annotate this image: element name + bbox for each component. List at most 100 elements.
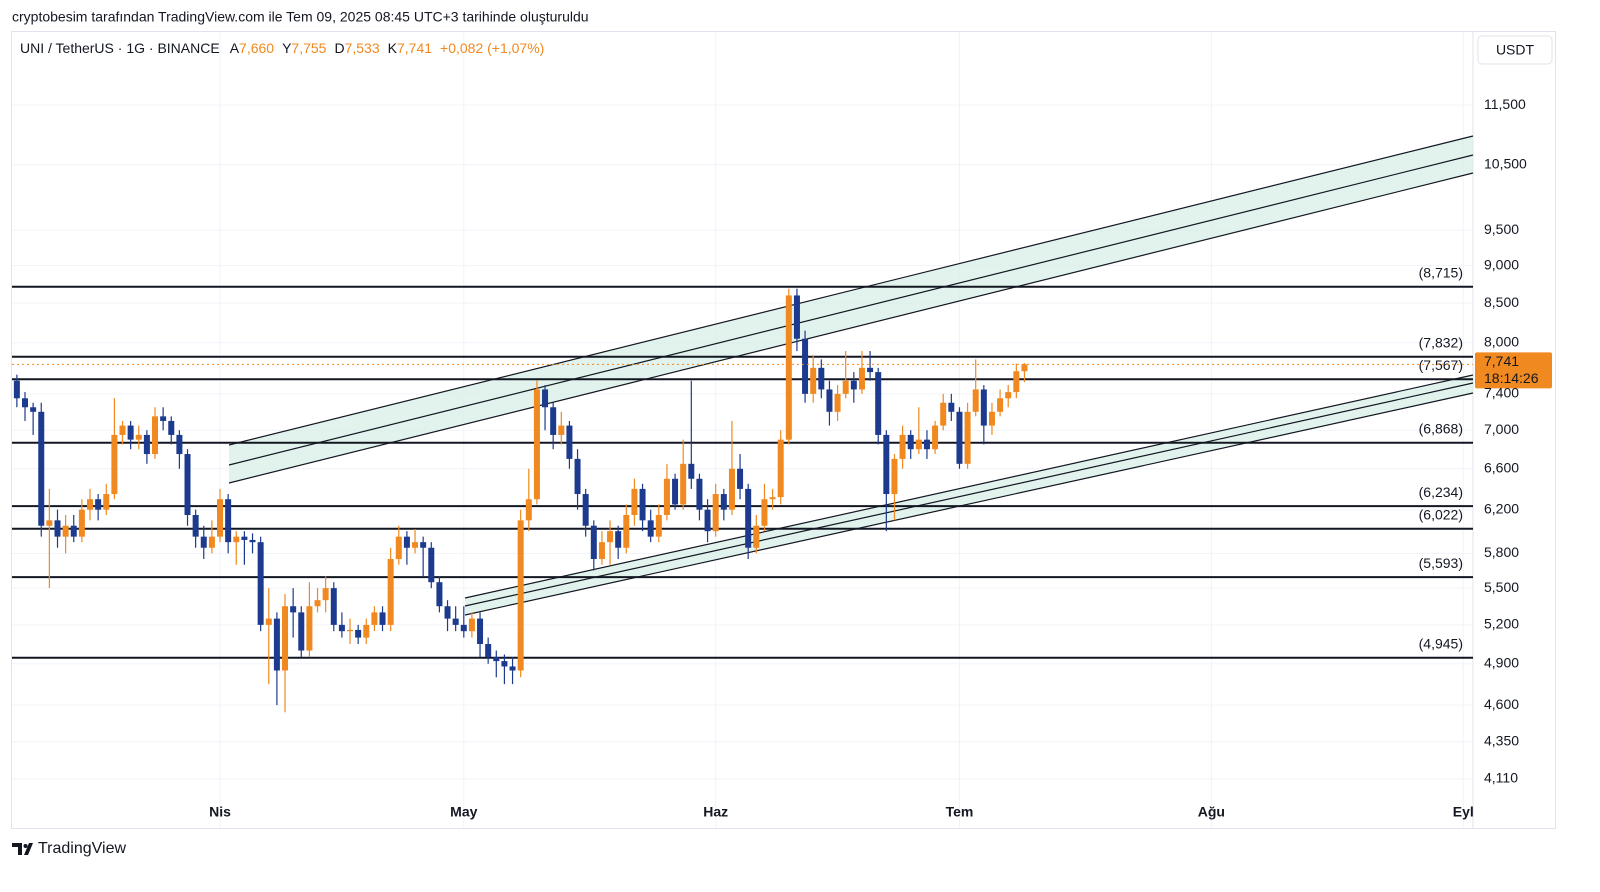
candle-body (525, 499, 532, 521)
candle-body (208, 536, 215, 548)
candle-body (22, 398, 29, 408)
candle-body (566, 425, 573, 459)
x-tick-label: Eyl (1453, 804, 1474, 820)
candle-body (420, 542, 427, 548)
candle-body (1021, 364, 1028, 372)
candle-body (745, 488, 752, 548)
candle-body (550, 407, 557, 435)
caption: cryptobesim tarafından TradingView.com i… (12, 9, 589, 25)
header-value: 7,755 (291, 40, 326, 56)
candle-body (818, 367, 825, 390)
candle-body (298, 612, 305, 651)
price-badge (1475, 352, 1552, 389)
candle-body (13, 380, 20, 399)
candle-body (395, 536, 402, 560)
candle-body (639, 488, 646, 521)
y-tick-label: 4,350 (1484, 732, 1519, 748)
level-label: (8,715) (1419, 264, 1463, 280)
symbol: UNI / TetherUS · 1G · BINANCE (20, 40, 220, 56)
brand-logo (12, 843, 33, 855)
candle-body (152, 416, 159, 455)
candle-body (111, 434, 118, 495)
candle-body (135, 434, 142, 440)
candle-body (265, 618, 272, 625)
candle-body (704, 509, 711, 532)
candle-body (363, 624, 370, 638)
y-tick-label: 5,800 (1484, 544, 1519, 560)
y-tick-label: 4,110 (1484, 770, 1518, 786)
header-value: 7,741 (397, 40, 432, 56)
candle-body (192, 514, 199, 537)
candle-body (607, 531, 614, 543)
level-label: (6,022) (1419, 506, 1463, 522)
candle-body (412, 542, 419, 548)
candle-body (485, 644, 492, 658)
candle-body (70, 525, 77, 537)
candle-body (477, 618, 484, 645)
candle-body (143, 434, 150, 455)
candle-body (793, 295, 800, 339)
candle-body (38, 411, 45, 526)
y-tick-label: 6,200 (1484, 500, 1519, 516)
channel-line (228, 154, 1474, 466)
frame (11, 31, 1556, 829)
y-tick-label: 5,200 (1484, 616, 1519, 632)
candle-body (590, 525, 597, 560)
y-tick-label: 9,500 (1484, 221, 1519, 237)
candle-body (655, 514, 662, 537)
y-tick-label: 6,600 (1484, 459, 1519, 475)
candles (13, 288, 1028, 713)
candle-body (915, 439, 922, 450)
x-tick-label: Tem (946, 804, 974, 820)
logo-dot (23, 844, 28, 848)
price-badge-value: 7,741 (1484, 353, 1519, 369)
candle-body (842, 380, 849, 394)
candle-body (403, 536, 410, 548)
candle-body (322, 588, 329, 601)
candle-body (680, 463, 687, 505)
y-tick-label: 8,500 (1484, 294, 1519, 310)
level-label: (4,945) (1419, 635, 1463, 651)
logo-mark (12, 843, 33, 855)
y-tick-label: 4,600 (1484, 696, 1519, 712)
candle-body (54, 520, 61, 537)
candle-body (769, 497, 776, 500)
candle-body (688, 463, 695, 479)
candle-body (249, 539, 256, 543)
candle-body (720, 494, 727, 510)
candle-body (436, 582, 443, 607)
candle-body (428, 547, 435, 583)
candle-body (964, 411, 971, 464)
candle-body (777, 439, 784, 498)
candle-body (87, 499, 94, 510)
candle-body (1013, 371, 1020, 393)
candle-body (257, 542, 264, 625)
candle-body (509, 666, 516, 671)
candle-body (225, 499, 232, 543)
candle-body (948, 402, 955, 412)
x-tick-label: Ağu (1198, 804, 1225, 820)
candle-body (672, 478, 679, 505)
candle-body (899, 434, 906, 459)
candle-body (387, 559, 394, 625)
candle-body (980, 389, 987, 426)
candle-body (623, 514, 630, 548)
candle-body (517, 520, 524, 671)
candle-body (452, 618, 459, 625)
candle-body (273, 618, 280, 671)
candle-body (972, 389, 979, 412)
y-tick-label: 8,000 (1484, 334, 1519, 350)
candle-body (810, 367, 817, 394)
candle-body (932, 425, 939, 450)
candle-body (306, 606, 313, 651)
candle-body (46, 520, 53, 526)
currency-box[interactable] (1477, 35, 1553, 65)
candle-body (379, 612, 386, 625)
candle-body (761, 499, 768, 526)
candle-body (940, 402, 947, 426)
y-tick-label: 10,500 (1484, 155, 1527, 171)
level-label: (6,868) (1419, 420, 1463, 436)
candle-body (233, 536, 240, 543)
